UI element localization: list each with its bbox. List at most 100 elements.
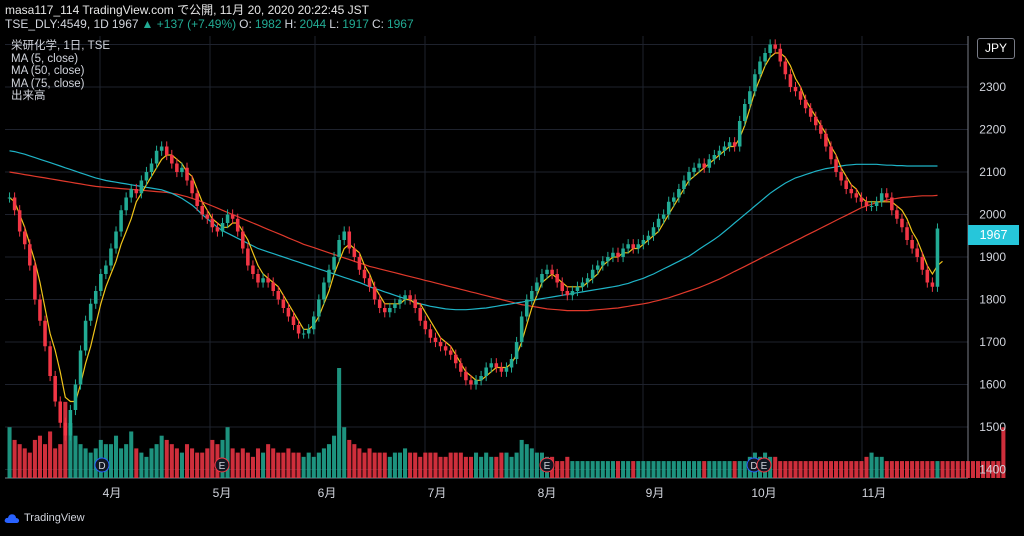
volume-bar	[332, 435, 337, 478]
volume-bar	[392, 452, 397, 478]
volume-bar	[910, 461, 915, 478]
volume-bar	[864, 456, 869, 478]
candle-body	[291, 316, 296, 325]
ohlc-line: TSE_DLY:4549, 1D 1967 ▲ +137 (+7.49%) O:…	[5, 17, 414, 31]
candle-body	[210, 218, 215, 228]
price-tick-label: 2200	[979, 123, 1006, 137]
volume-bar	[245, 452, 250, 478]
volume-bar	[925, 461, 930, 478]
candle-body	[58, 401, 63, 423]
volume-bar	[159, 435, 164, 478]
candle-body	[119, 210, 123, 232]
candle-body	[317, 299, 321, 317]
candle-body	[707, 159, 712, 168]
volume-bar	[367, 448, 372, 478]
candle-body	[606, 257, 610, 262]
legend-ma5[interactable]: MA (5, close)	[11, 52, 79, 65]
legend-ma50[interactable]: MA (50, close)	[11, 65, 85, 77]
candle-body	[651, 227, 656, 236]
close-label: C:	[371, 17, 384, 31]
event-marker-e: E	[539, 457, 555, 473]
candle-body	[403, 295, 407, 300]
volume-bar	[73, 435, 78, 478]
volume-bar	[732, 461, 737, 478]
candle-body	[28, 244, 32, 266]
volume-bar	[605, 461, 610, 478]
candle-body	[124, 197, 128, 211]
candle-body	[656, 218, 661, 228]
candle-body	[798, 91, 803, 100]
candle-body	[895, 210, 899, 219]
volume-bar	[595, 461, 600, 478]
volume-bar	[636, 461, 641, 478]
volume-bar	[88, 452, 93, 478]
candle-body	[672, 197, 676, 202]
volume-bar	[144, 456, 149, 478]
candle-body	[824, 133, 828, 147]
legend-volume[interactable]: 出来高	[11, 90, 46, 102]
candle-body	[154, 150, 159, 164]
event-marker-circle	[214, 457, 230, 473]
candle-body	[864, 201, 869, 206]
footer-brand[interactable]: TradingView	[4, 512, 85, 524]
price-axis[interactable]: 1400 1500 1600 1700 1800 1900 2000 2100 2200 2300…	[979, 38, 1006, 477]
volume-bar	[970, 461, 975, 478]
candle-body	[306, 329, 311, 334]
volume-bar	[712, 461, 717, 478]
candle-body	[484, 367, 488, 376]
candle-body	[448, 350, 453, 355]
candle-body	[367, 278, 372, 287]
candle-body	[352, 248, 357, 257]
volume-bar	[1001, 427, 1006, 478]
candle-body	[423, 320, 428, 330]
time-axis[interactable]: 4月 5月 6月 7月 8月 9月 10月 11月	[103, 486, 887, 500]
candle-body	[666, 201, 671, 215]
volume-bar	[803, 461, 808, 478]
volume-bar	[991, 461, 996, 478]
volume-bar	[489, 456, 494, 478]
candle-body	[499, 367, 504, 372]
volume-bar	[413, 452, 418, 478]
volume-bar	[423, 452, 428, 478]
candle-body	[884, 193, 889, 198]
volume-bar	[337, 368, 342, 478]
moving-averages	[9, 52, 943, 403]
volume-bar	[610, 461, 615, 478]
candle-body	[641, 240, 646, 245]
candle-body	[286, 308, 291, 317]
volume-bar	[600, 461, 605, 478]
volume-bar	[210, 439, 215, 478]
volume-bar	[671, 461, 676, 478]
candle-body	[519, 316, 524, 342]
candle-body	[408, 295, 412, 300]
time-tick-label: 11月	[862, 486, 886, 500]
volume-bar	[823, 461, 828, 478]
volume-bar	[357, 448, 362, 478]
volume-bar	[686, 461, 692, 478]
volume-bar	[631, 461, 636, 478]
volume-bar	[418, 456, 423, 478]
legend-symbol[interactable]: 栄研化学, 1日, TSE	[11, 40, 111, 52]
candle-body	[99, 274, 103, 291]
volume-bar	[950, 461, 955, 478]
volume-bar	[793, 461, 798, 478]
candle-body	[12, 197, 17, 211]
candle-body	[783, 61, 788, 75]
volume-bar	[834, 461, 839, 478]
volume-bar	[48, 431, 53, 478]
candle-body	[413, 299, 417, 308]
legend-ma75[interactable]: MA (75, close)	[11, 77, 85, 90]
volume-bar	[529, 448, 534, 478]
low-value: 1917	[342, 17, 369, 31]
candle-body	[443, 346, 448, 351]
candle-body	[900, 218, 904, 228]
currency-button[interactable]: JPY	[977, 38, 1015, 59]
volume-bar	[301, 456, 306, 478]
candle-body	[935, 228, 940, 287]
volume-bar	[443, 456, 448, 478]
candle-body	[418, 308, 423, 321]
candle-body	[737, 121, 742, 147]
candle-body	[78, 350, 83, 385]
